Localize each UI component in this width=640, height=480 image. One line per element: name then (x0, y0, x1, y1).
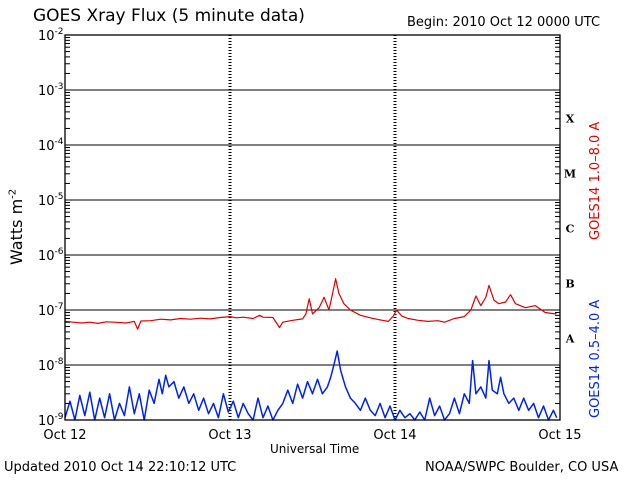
y-tick-label: 10-2 (38, 27, 64, 44)
y-tick-exponent: -9 (55, 412, 64, 422)
y-tick-mantissa: 10 (38, 359, 55, 374)
y-tick-exponent: -5 (55, 192, 64, 202)
flare-class-label: B (565, 278, 574, 291)
x-tick-label: Oct 13 (208, 428, 251, 443)
x-tick-label: Oct 14 (373, 428, 416, 443)
updated-timestamp: Updated 2010 Oct 14 22:10:12 UTC (4, 460, 237, 475)
y-tick-mantissa: 10 (38, 194, 55, 209)
x-tick-label: Oct 12 (43, 428, 86, 443)
y-tick-exponent: -8 (55, 357, 64, 367)
y-tick-mantissa: 10 (38, 139, 55, 154)
y-tick-label: 10-4 (38, 137, 64, 154)
y-tick-exponent: -7 (55, 302, 64, 312)
series-layer (64, 278, 558, 421)
y-tick-exponent: -2 (55, 27, 64, 37)
flare-class-label: M (564, 168, 576, 181)
flare-class-label: X (566, 113, 575, 126)
y-tick-label: 10-3 (38, 82, 64, 99)
y-tick-exponent: -6 (55, 247, 64, 257)
grid-layer (65, 35, 560, 420)
chart-title: GOES Xray Flux (5 minute data) (33, 6, 305, 26)
y-tick-exponent: -4 (55, 137, 64, 147)
y-tick-exponent: -3 (55, 82, 64, 92)
credit-label: NOAA/SWPC Boulder, CO USA (425, 460, 619, 475)
y-tick-mantissa: 10 (38, 414, 55, 429)
y-tick-mantissa: 10 (38, 304, 55, 319)
y-tick-label: 10-9 (38, 412, 64, 429)
begin-label: Begin: 2010 Oct 12 0000 UTC (407, 15, 601, 30)
x-axis-label: Universal Time (270, 442, 360, 456)
series-short-line (64, 350, 558, 421)
x-tick-label: Oct 15 (538, 428, 581, 443)
series-long-line (64, 278, 558, 330)
y-tick-mantissa: 10 (38, 84, 55, 99)
y-tick-label: 10-5 (38, 192, 64, 209)
y-tick-mantissa: 10 (38, 249, 55, 264)
flare-class-label: C (566, 223, 575, 236)
y-tick-mantissa: 10 (38, 29, 55, 44)
y-tick-label: 10-8 (38, 357, 64, 374)
plot-frame (64, 34, 561, 421)
flare-class-label: A (565, 333, 575, 346)
y-tick-label: 10-6 (38, 247, 64, 264)
y-tick-label: 10-7 (38, 302, 64, 319)
